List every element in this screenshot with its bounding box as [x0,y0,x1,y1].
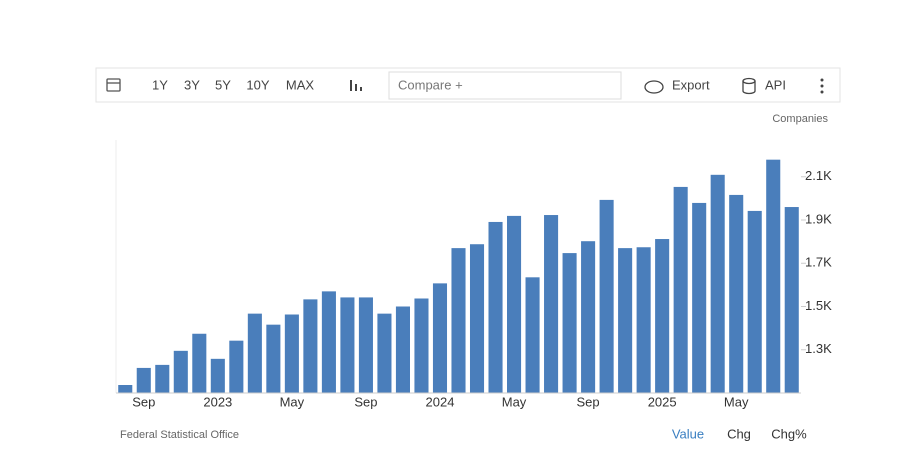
bar [692,202,707,393]
source-label: Federal Statistical Office [120,429,239,441]
range-button[interactable]: 1Y [152,77,168,92]
bar [173,350,188,393]
view-tab[interactable]: Value [672,426,704,441]
bar [469,244,485,393]
bar [729,194,744,393]
view-tab[interactable]: Chg [727,426,751,441]
bar [303,299,318,393]
bar [636,247,651,393]
bar [784,207,799,393]
api-button[interactable]: API [765,77,786,92]
range-button[interactable]: 3Y [184,77,200,92]
bar [118,384,133,393]
x-tick-label: 2023 [203,394,232,409]
bar [358,297,373,393]
bar [655,239,670,393]
bar [284,314,299,393]
bar [432,283,448,393]
bar [525,277,540,393]
bar [747,210,762,393]
bar [395,306,410,393]
menu-icon[interactable] [820,78,824,94]
y-tick-label: 2.1K [805,168,832,183]
y-tick-label: 1.3K [805,341,832,356]
bar [766,159,781,393]
x-tick-label: Sep [132,394,155,409]
bar [266,324,281,393]
y-tick-label: 1.9K [805,211,832,226]
bar [451,248,466,393]
compare-input[interactable]: Compare + [398,77,463,92]
y-tick-label: 1.5K [805,298,832,313]
range-button[interactable]: 5Y [215,77,231,92]
bar [710,174,725,393]
bar [210,358,225,393]
bar [192,333,207,393]
bar [229,340,244,393]
bar [136,367,151,393]
bar [247,313,262,393]
bar [562,253,577,393]
x-tick-label: May [280,394,305,409]
bar [581,241,596,393]
bar [414,298,429,393]
range-button[interactable]: MAX [286,77,315,92]
calendar-icon[interactable] [106,78,121,92]
cloud-icon [644,80,664,94]
bar [599,199,614,393]
view-tab[interactable]: Chg% [771,426,807,441]
units-label: Companies [772,113,828,125]
x-tick-label: 2025 [648,394,677,409]
bar-icon[interactable] [350,80,362,91]
x-tick-label: May [502,394,527,409]
bar [155,364,170,393]
x-tick-label: Sep [577,394,600,409]
export-button[interactable]: Export [672,77,710,92]
bar [673,186,688,393]
x-tick-label: May [724,394,749,409]
range-button[interactable]: 10Y [246,77,269,92]
bar [544,215,559,393]
bar [488,221,503,393]
bar [340,297,355,393]
bar [507,215,522,393]
bar [321,291,336,393]
bar [618,248,633,393]
db-icon [742,77,756,95]
compare-box[interactable] [388,71,622,100]
bar [377,313,392,393]
x-tick-label: 2024 [426,394,455,409]
y-tick-label: 1.7K [805,255,832,270]
x-tick-label: Sep [354,394,377,409]
